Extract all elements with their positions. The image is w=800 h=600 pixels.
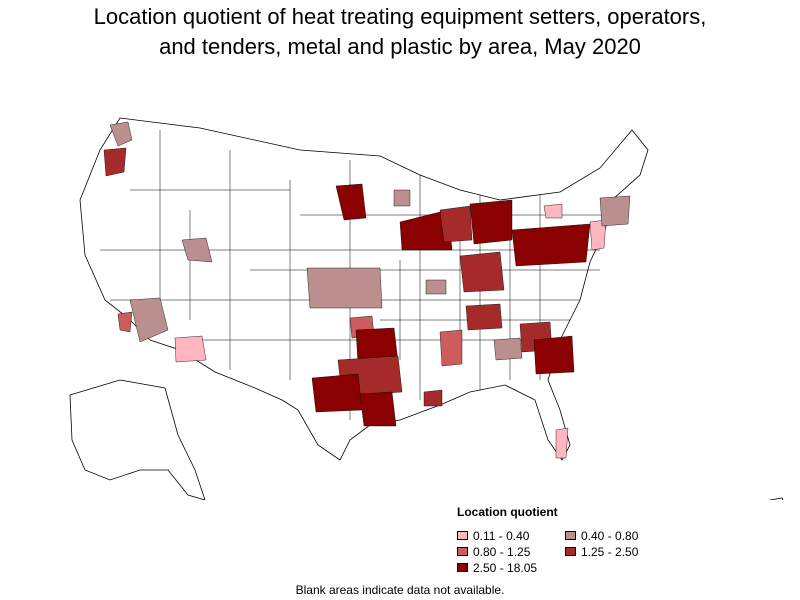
legend-swatch-4 — [565, 547, 576, 556]
legend-swatch-1 — [457, 531, 468, 540]
us-choropleth-map — [69, 117, 784, 500]
shaded-areas — [103, 121, 631, 459]
legend-swatch-3 — [457, 547, 468, 556]
legend-item-3: 0.80 - 1.25 — [457, 544, 565, 559]
legend-grid: 0.11 - 0.40 0.40 - 0.80 0.80 - 1.25 1.25… — [457, 528, 677, 575]
title-line-1: Location quotient of heat treating equip… — [93, 4, 707, 29]
legend-label-5: 2.50 - 18.05 — [473, 560, 538, 575]
title-line-2: and tenders, metal and plastic by area, … — [159, 34, 641, 59]
legend-item-1: 0.11 - 0.40 — [457, 528, 565, 543]
legend-item-5: 2.50 - 18.05 — [457, 560, 565, 575]
legend-item-4: 1.25 - 2.50 — [565, 544, 673, 559]
legend-swatch-2 — [565, 531, 576, 540]
alaska-outline — [69, 379, 206, 500]
footnote: Blank areas indicate data not available. — [295, 583, 505, 597]
legend-label-2: 0.40 - 0.80 — [581, 528, 639, 543]
legend: Location quotient 0.11 - 0.40 0.40 - 0.8… — [457, 505, 677, 575]
legend-title: Location quotient — [457, 505, 558, 519]
legend-label-3: 0.80 - 1.25 — [473, 544, 531, 559]
legend-swatch-5 — [457, 563, 468, 572]
map-title: Location quotient of heat treating equip… — [0, 2, 800, 62]
legend-label-1: 0.11 - 0.40 — [473, 528, 530, 543]
legend-label-4: 1.25 - 2.50 — [581, 544, 639, 559]
hawaii-islands — [769, 497, 784, 500]
legend-item-2: 0.40 - 0.80 — [565, 528, 673, 543]
